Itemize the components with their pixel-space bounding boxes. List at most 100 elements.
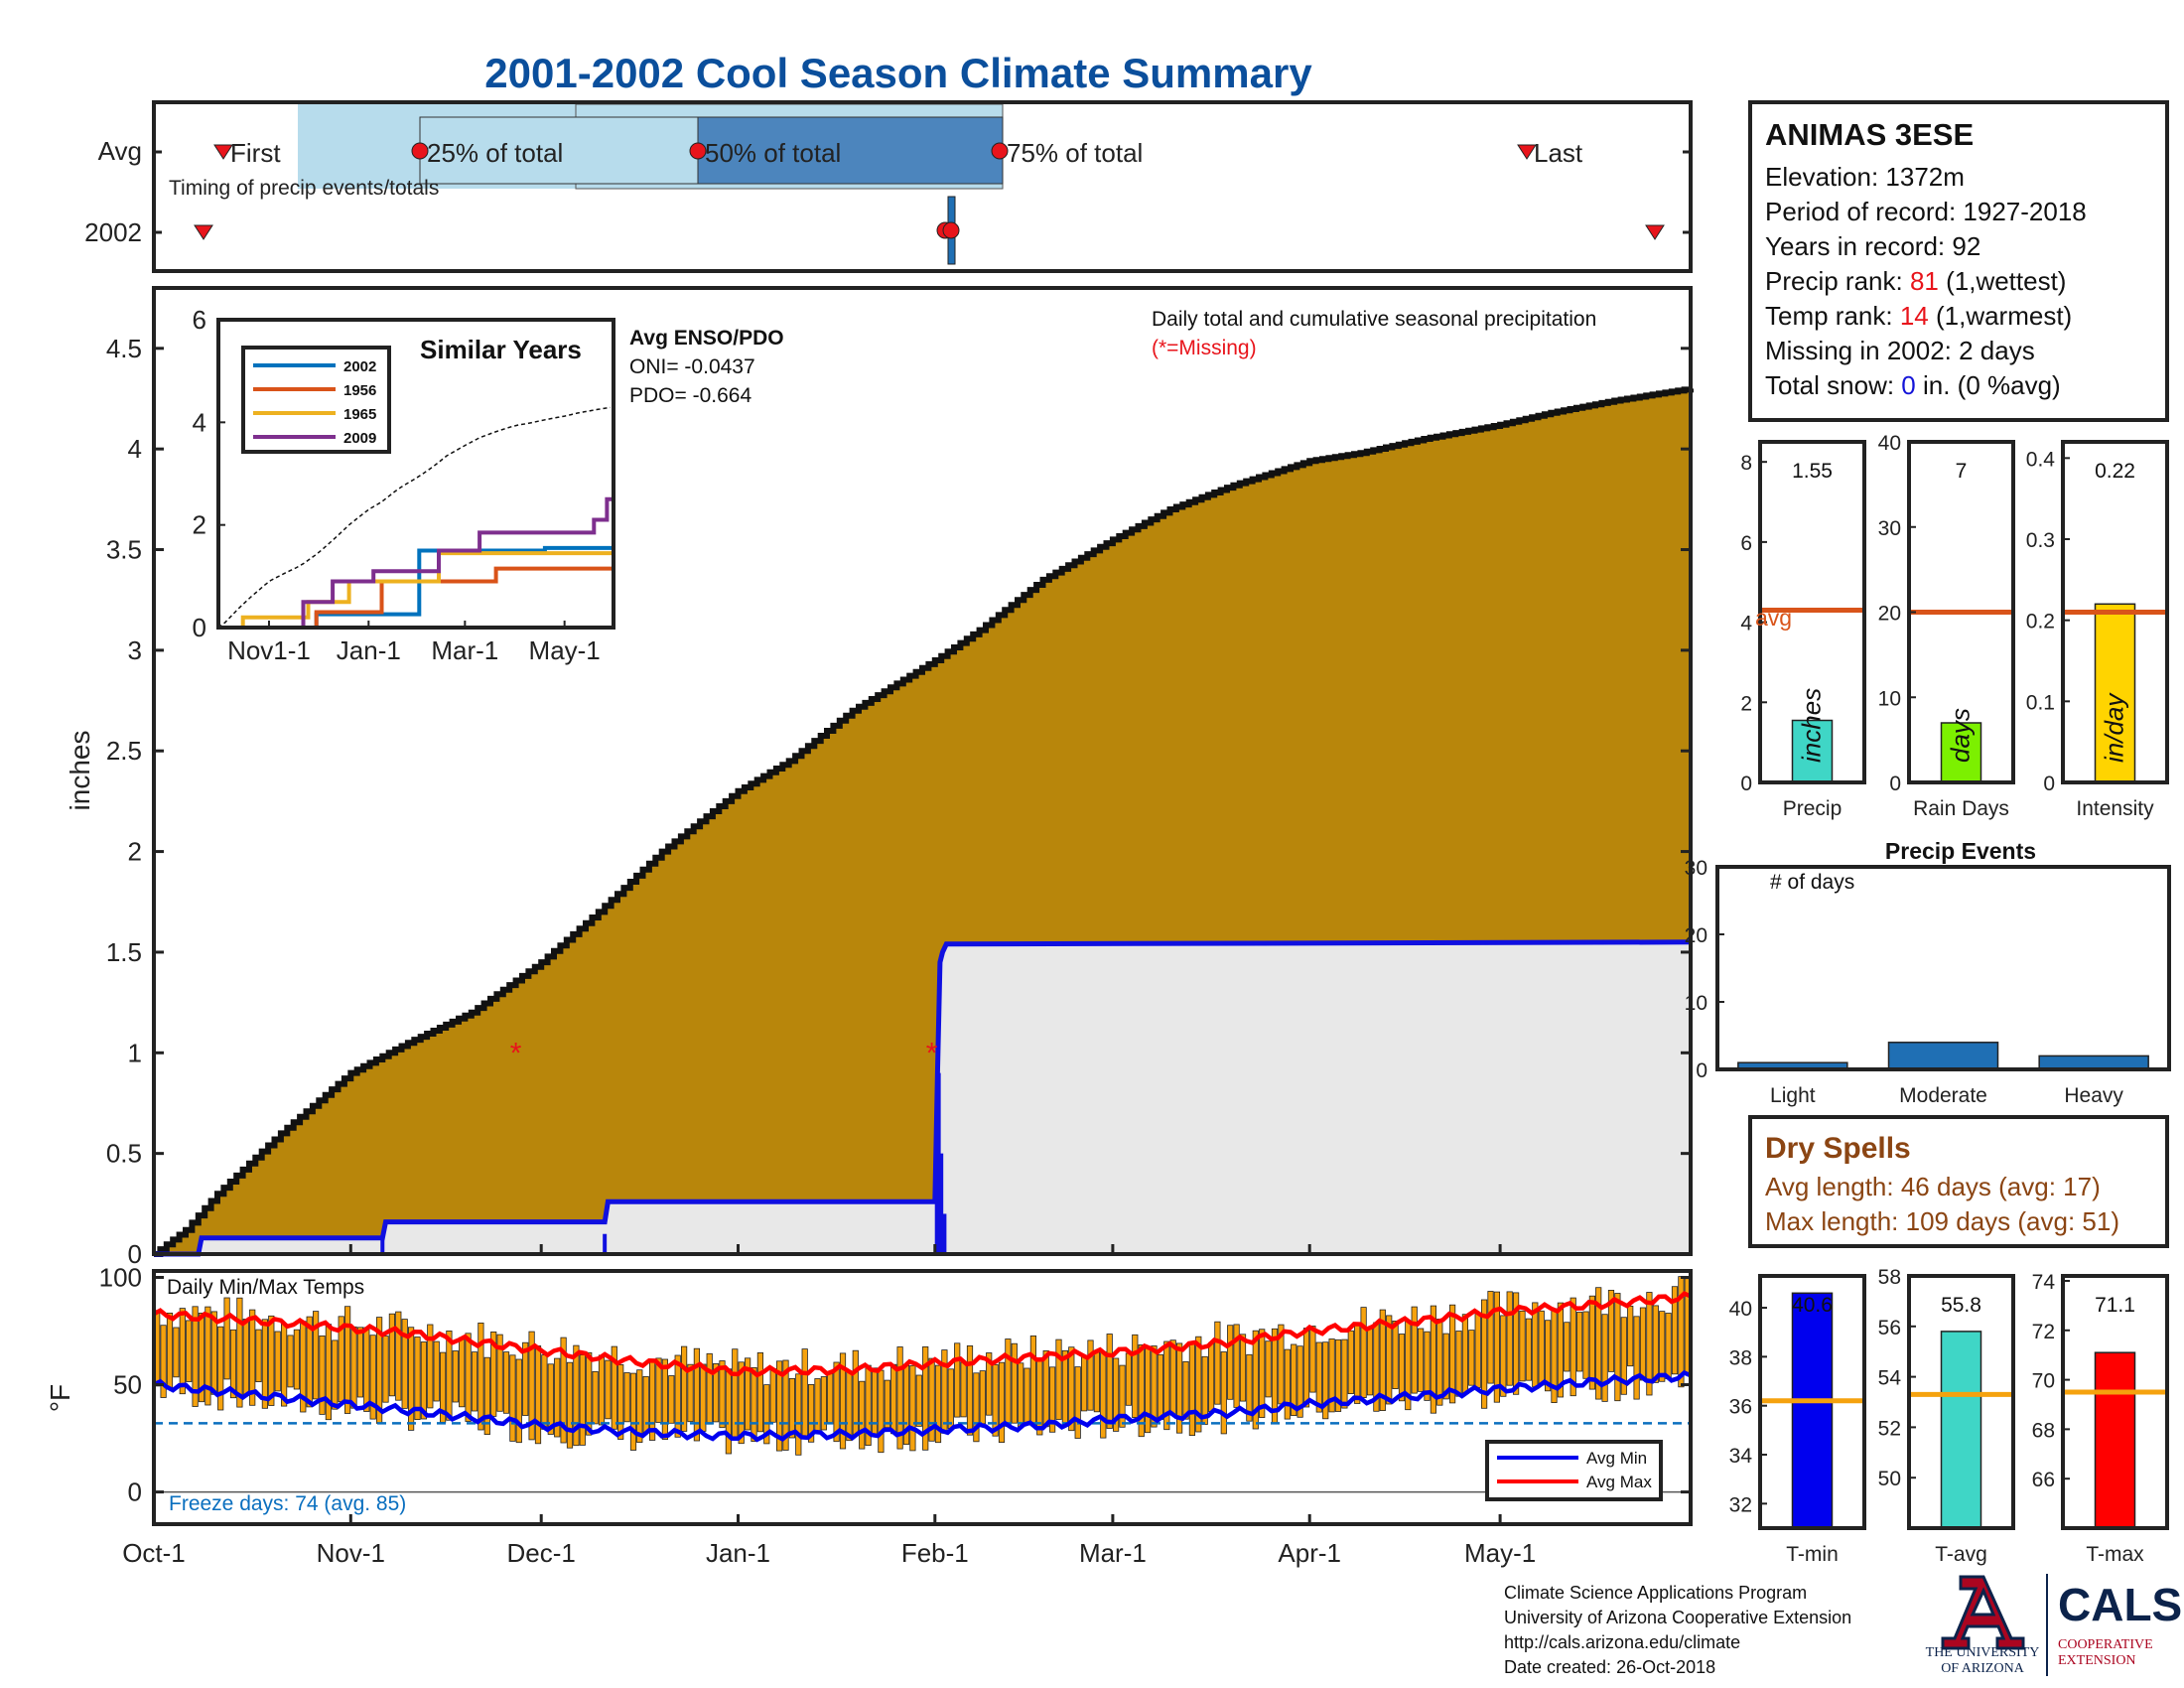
bar-panel-ytick-label: 52 <box>1878 1417 1901 1440</box>
avg-label: avg <box>1755 605 1792 631</box>
daily-temp-bar <box>1087 1339 1094 1411</box>
timing-row-2002: 2002 <box>84 217 142 247</box>
daily-temp-bar <box>1474 1313 1481 1388</box>
bar-panel-label: T-max <box>2086 1543 2144 1566</box>
bar-panel-value: 40.6 <box>1792 1294 1833 1317</box>
daily-temp-bar <box>751 1367 757 1443</box>
daily-temp-bar <box>896 1346 903 1450</box>
footer-line-2: University of Arizona Cooperative Extens… <box>1504 1608 1851 1627</box>
dry-spells: Dry Spells Avg length: 46 days (avg: 17)… <box>1748 1115 2169 1248</box>
daily-temp-bar <box>884 1379 890 1429</box>
bar-panel-ytick-label: 30 <box>1878 517 1901 540</box>
daily-temp-bar <box>1633 1316 1640 1400</box>
daily-temp-bar <box>1671 1286 1679 1375</box>
daily-temp-bar <box>1220 1351 1227 1435</box>
daily-temp-bar <box>801 1348 808 1439</box>
bar-panel-value: 55.8 <box>1941 1294 1981 1317</box>
daily-temp-bar <box>928 1357 935 1442</box>
last-label: Last <box>1534 138 1583 168</box>
daily-temp-bar <box>1334 1338 1342 1412</box>
x-tick-label: May-1 <box>1464 1538 1536 1568</box>
daily-temp-bar <box>312 1311 320 1400</box>
main-ytick-label: 2.5 <box>106 736 142 766</box>
bar-panel-ytick-label: 34 <box>1729 1445 1753 1468</box>
daily-temp-bar <box>1576 1312 1583 1372</box>
daily-temp-bar <box>1532 1302 1539 1388</box>
daily-temp-bar <box>629 1372 637 1451</box>
daily-temp-bar <box>1214 1321 1221 1405</box>
p75-label: 75% of total <box>1007 138 1143 168</box>
daily-temp-bar <box>534 1345 542 1445</box>
daily-temp-bar <box>1627 1306 1634 1367</box>
daily-temp-bar <box>1151 1345 1158 1428</box>
main-precip-panel: * * 0 0.5 1 1.5 2 2.5 3 3.5 4 4.5 inches Daily tot… <box>65 286 1694 1269</box>
bar-panel-ytick-label: 40 <box>1729 1298 1752 1321</box>
bar-panel-label: T-avg <box>1935 1543 1987 1566</box>
station-missing: Missing in 2002: 2 days <box>1765 336 2035 365</box>
summary-bar-t-avg <box>1940 1331 1982 1529</box>
daily-temp-bar <box>1029 1336 1036 1427</box>
temp-rank: Temp rank: 14 (1,warmest) <box>1765 301 2072 331</box>
total-snow: Total snow: 0 in. (0 %avg) <box>1765 370 2061 400</box>
daily-temp-bar <box>1259 1329 1266 1418</box>
daily-temp-bar <box>566 1361 574 1449</box>
daily-temp-bar <box>1392 1321 1399 1390</box>
daily-temp-bar <box>179 1308 186 1395</box>
similar-legend-label: 2002 <box>343 358 376 375</box>
daily-temp-bar <box>478 1323 484 1431</box>
daily-temp-bar <box>1360 1307 1367 1398</box>
daily-temp-bar <box>1100 1350 1107 1439</box>
daily-temp-bar <box>407 1327 415 1431</box>
last-avg-marker <box>1517 144 1537 160</box>
first-label: First <box>230 138 281 168</box>
bar-panel-label: Precip <box>1783 797 1843 820</box>
daily-temp-bar <box>261 1319 269 1409</box>
missing-marker: * <box>510 1037 522 1069</box>
missing-note: (*=Missing) <box>1152 337 1257 359</box>
daily-temp-bar <box>998 1361 1006 1443</box>
daily-temp-bar <box>395 1311 402 1401</box>
daily-temp-bar <box>1233 1324 1240 1408</box>
event-bar-moderate <box>1887 1042 1999 1070</box>
daily-temp-bar <box>1093 1351 1100 1413</box>
main-ytick-label: 2 <box>128 837 142 867</box>
bar-panel-value: 71.1 <box>2095 1294 2135 1317</box>
daily-temp-bar <box>954 1342 961 1418</box>
bar-panel-ytick-label: 40 <box>1878 432 1901 455</box>
daily-temp-bar <box>1455 1331 1462 1397</box>
daily-temp-bar <box>547 1363 554 1435</box>
daily-temp-bar <box>1430 1305 1436 1414</box>
main-ytick-label: 4.5 <box>106 334 142 363</box>
daily-temp-bar <box>992 1363 999 1437</box>
events-title: Precip Events <box>1885 838 2036 864</box>
daily-temp-bar <box>1315 1341 1322 1413</box>
daily-temp-bar <box>229 1329 237 1399</box>
x-tick-label: Nov-1 <box>317 1538 385 1568</box>
precip-rank: Precip rank: 81 (1,wettest) <box>1765 266 2066 296</box>
bar-panel-ytick-label: 0 <box>1740 773 1752 795</box>
main-ytick-label: 0.5 <box>106 1139 142 1169</box>
daily-temp-bar <box>1182 1361 1189 1420</box>
daily-temp-bar <box>579 1354 586 1446</box>
p50-avg-marker <box>689 142 707 160</box>
daily-temp-bar <box>1614 1293 1621 1402</box>
main-ytick-label: 4 <box>128 434 142 464</box>
dry-spells-frame <box>1748 1115 2169 1248</box>
daily-temp-bar <box>363 1327 370 1412</box>
timing-iqr-box-upper <box>697 116 1004 185</box>
daily-temp-bar <box>1347 1330 1354 1395</box>
daily-temp-bar <box>496 1334 503 1412</box>
bar-panel-unit: inches <box>1797 688 1827 763</box>
enso-title: Avg ENSO/PDO <box>629 327 784 350</box>
daily-temp-bar <box>756 1352 764 1433</box>
x-tick-label: Apr-1 <box>1278 1538 1341 1568</box>
daily-temp-bar <box>173 1327 180 1378</box>
bar-panel-value: 1.55 <box>1792 460 1833 483</box>
daily-temp-bar <box>343 1306 351 1414</box>
daily-temp-bar <box>1188 1342 1195 1436</box>
similar-legend-label: 1956 <box>343 382 376 399</box>
daily-temp-bar <box>1138 1344 1145 1438</box>
bar-panel-ytick-label: 74 <box>2032 1271 2056 1294</box>
daily-temp-bar <box>1341 1338 1348 1409</box>
first-2002-marker <box>194 224 213 240</box>
